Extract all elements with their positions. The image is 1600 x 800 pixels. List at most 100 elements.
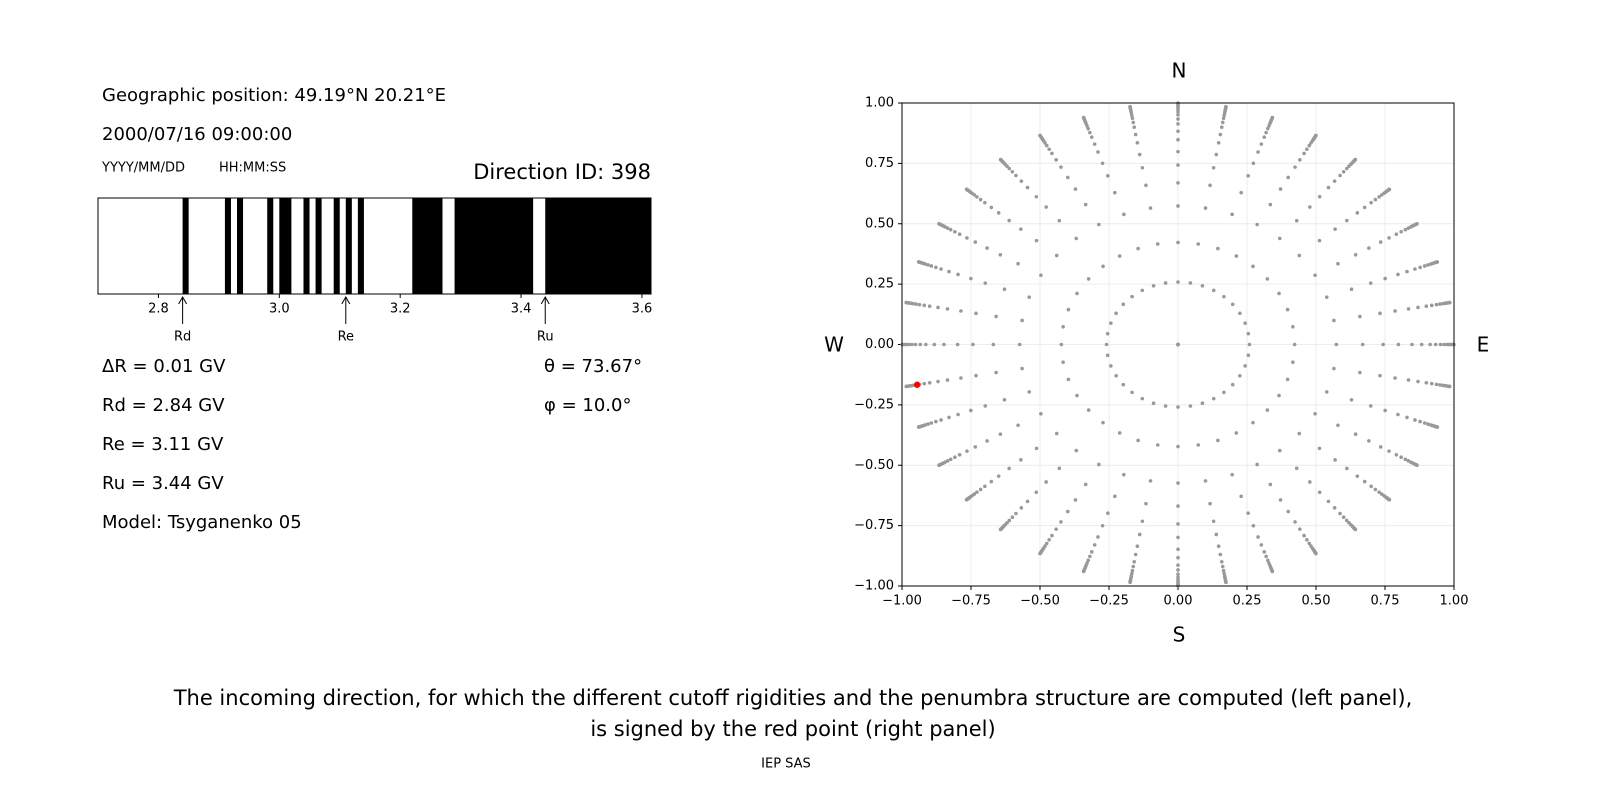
- direction-point: [1109, 364, 1113, 368]
- direction-point: [917, 302, 922, 307]
- direction-point: [1277, 393, 1281, 398]
- y-tick-label: −0.75: [854, 518, 894, 533]
- penumbra-band: [333, 198, 340, 294]
- direction-point: [937, 463, 941, 468]
- direction-point: [1422, 264, 1427, 268]
- direction-point: [1211, 288, 1216, 293]
- direction-point: [1135, 544, 1140, 548]
- direction-point: [1373, 197, 1378, 202]
- direction-point: [1050, 151, 1054, 156]
- direction-point: [1378, 445, 1383, 449]
- footer: IEP SAS: [761, 757, 811, 772]
- east-label: E: [1477, 333, 1490, 357]
- direction-point: [1151, 401, 1156, 406]
- direction-point: [974, 311, 978, 316]
- direction-point: [1075, 393, 1079, 398]
- direction-point: [1097, 462, 1101, 467]
- direction-point: [1246, 331, 1251, 336]
- direction-point: [1387, 236, 1391, 240]
- direction-point: [1114, 311, 1118, 316]
- west-label: W: [824, 333, 844, 357]
- direction-point: [1176, 117, 1180, 121]
- direction-point: [1362, 205, 1367, 210]
- direction-point: [1368, 281, 1373, 285]
- direction-point: [947, 269, 951, 274]
- direction-point: [1176, 113, 1180, 117]
- direction-point: [1104, 342, 1109, 347]
- direction-point: [1438, 383, 1442, 387]
- direction-point: [998, 527, 1003, 532]
- direction-point: [1221, 568, 1226, 573]
- x-tick-label: 3.4: [511, 302, 532, 317]
- direction-point: [1002, 287, 1007, 292]
- direction-point: [1239, 494, 1243, 499]
- direction-point: [1216, 438, 1220, 443]
- direction-point: [1214, 152, 1219, 157]
- direction-point: [1039, 411, 1043, 416]
- scatter-frame: [901, 102, 1455, 587]
- direction-point: [1020, 366, 1024, 371]
- direction-point: [1135, 141, 1140, 145]
- direction-point: [1396, 342, 1401, 347]
- x-tick-label: 2.8: [148, 302, 169, 317]
- direction-point: [1114, 373, 1118, 378]
- direction-point: [1298, 158, 1302, 162]
- direction-point: [1140, 396, 1145, 401]
- marker-arrowhead: [341, 295, 351, 305]
- direction-point: [1122, 212, 1126, 217]
- direction-point: [1313, 273, 1317, 278]
- direction-point: [1394, 232, 1399, 236]
- direction-point: [996, 211, 1001, 215]
- direction-point: [1121, 302, 1126, 307]
- stat: Ru = 3.44 GV: [102, 473, 224, 494]
- direction-point: [991, 342, 996, 347]
- direction-point: [1332, 179, 1337, 183]
- direction-point: [1155, 242, 1160, 246]
- direction-point: [1017, 342, 1022, 347]
- direction-point: [1378, 240, 1383, 244]
- direction-point: [1369, 484, 1373, 489]
- direction-point: [1208, 183, 1212, 188]
- direction-point: [1096, 535, 1100, 539]
- direction-point: [985, 246, 989, 250]
- direction-point: [1308, 480, 1312, 484]
- direction-point: [1054, 527, 1058, 531]
- direction-point: [1265, 277, 1270, 281]
- direction-point: [1176, 405, 1180, 409]
- direction-point: [1010, 515, 1015, 520]
- direction-point: [1176, 122, 1180, 126]
- marker-arrowhead: [540, 295, 550, 305]
- direction-point: [1251, 523, 1256, 528]
- selected-direction: [913, 381, 921, 388]
- direction-point: [1238, 373, 1242, 378]
- penumbra-band: [545, 198, 651, 294]
- direction-point: [974, 373, 978, 378]
- direction-point: [1435, 425, 1440, 429]
- direction-point: [1140, 288, 1145, 293]
- direction-point: [1113, 190, 1117, 195]
- direction-point: [1265, 408, 1270, 412]
- direction-point: [1216, 141, 1221, 145]
- direction-point: [1219, 125, 1224, 130]
- direction-point: [969, 408, 973, 413]
- direction-point: [1176, 181, 1180, 185]
- direction-point: [1176, 240, 1180, 245]
- direction-point: [1317, 194, 1322, 199]
- direction-point: [1345, 466, 1349, 471]
- penumbra-band: [412, 198, 443, 294]
- direction-point: [1216, 544, 1221, 548]
- direction-point: [1073, 498, 1078, 502]
- position: Geographic position: 49.19°N 20.21°E: [102, 85, 446, 106]
- direction-point: [1268, 202, 1273, 207]
- direction-point: [1251, 161, 1256, 166]
- direction-point: [1144, 501, 1148, 506]
- direction-point: [1047, 147, 1051, 152]
- direction-point: [1019, 506, 1024, 510]
- direction-point: [1270, 569, 1275, 574]
- direction-point: [983, 200, 987, 205]
- direction-point: [1083, 202, 1088, 207]
- direction-point: [965, 236, 969, 240]
- direction-point: [1334, 342, 1339, 347]
- x-tick-label: −0.50: [1020, 594, 1060, 609]
- direction-point: [1196, 443, 1201, 447]
